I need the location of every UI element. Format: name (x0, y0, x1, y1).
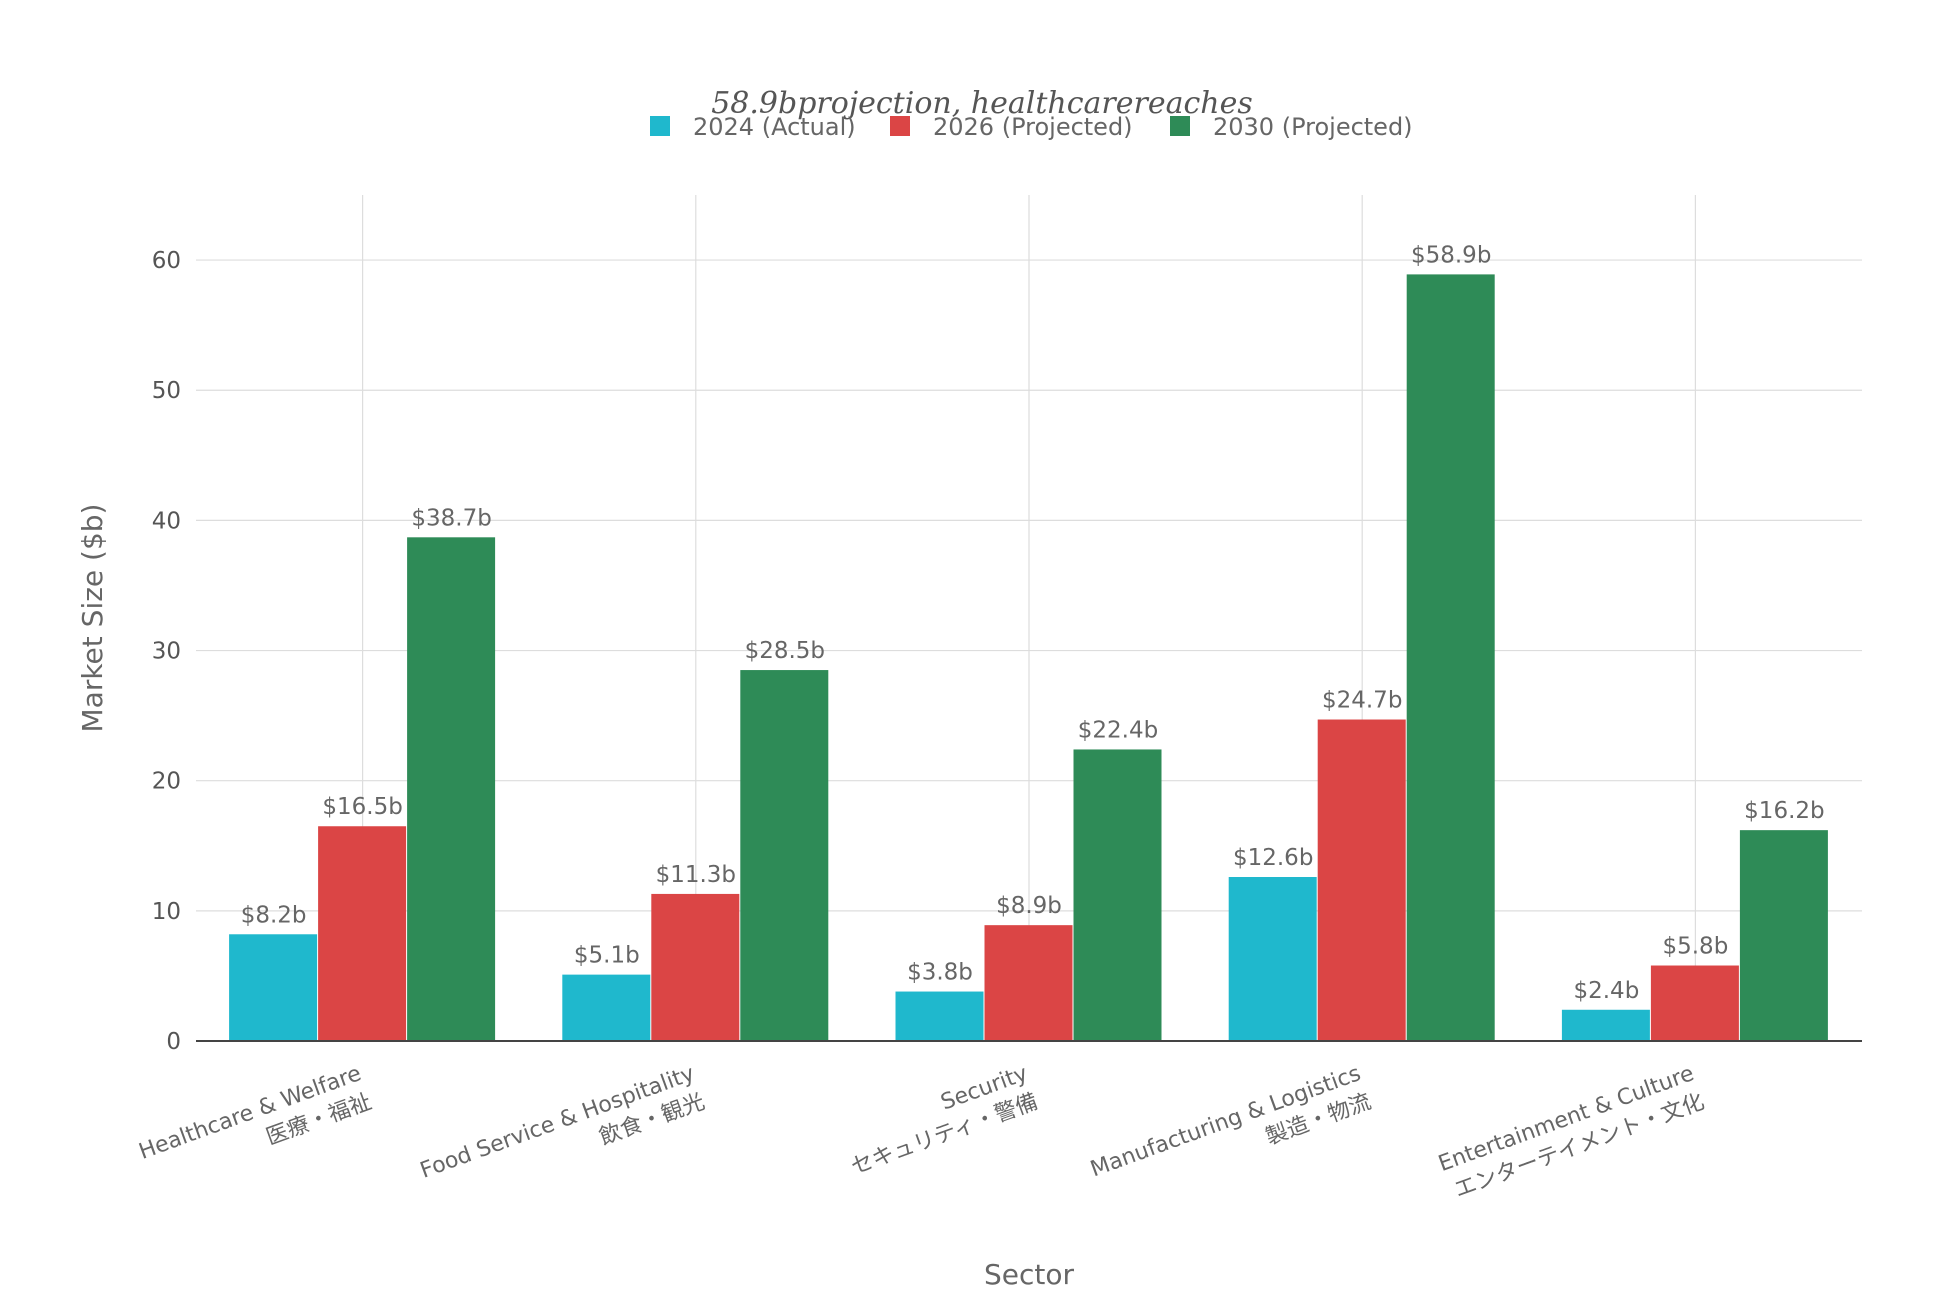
legend-label: 2026 (Projected) (933, 113, 1133, 141)
bar (407, 537, 496, 1041)
data-label: $2.4b (1573, 978, 1639, 1004)
data-label: $28.5b (745, 638, 825, 664)
legend-label: 2024 (Actual) (693, 113, 856, 141)
bar (740, 670, 829, 1041)
bar (895, 991, 984, 1041)
bar (1317, 719, 1406, 1041)
y-tick-label: 20 (152, 769, 181, 795)
data-label: $5.8b (1662, 934, 1728, 960)
bar (318, 826, 407, 1041)
data-label: $16.5b (322, 794, 402, 820)
data-label: $24.7b (1322, 688, 1402, 714)
bar (1739, 830, 1828, 1041)
data-label: $11.3b (656, 862, 736, 888)
y-axis-title: Market Size ($b) (76, 504, 109, 733)
bar (562, 974, 651, 1041)
legend-swatch (890, 116, 910, 136)
legend-label: 2030 (Projected) (1213, 113, 1413, 141)
x-tick-label: Manufacturing & Logistics製造・物流 (1087, 1061, 1374, 1210)
bar (1561, 1009, 1650, 1041)
data-label: $8.2b (241, 902, 307, 928)
bars (229, 274, 1828, 1041)
y-tick-label: 0 (166, 1029, 181, 1055)
data-label: $16.2b (1744, 798, 1824, 824)
x-tick-label: Entertainment & Cultureエンターテイメント・文化 (1435, 1061, 1708, 1205)
data-labels: $8.2b $5.1b $3.8b $12.6b $2.4b $16.5b $11.3b $8… (241, 242, 1825, 1003)
legend-swatch (1170, 116, 1190, 136)
data-label: $22.4b (1078, 717, 1158, 743)
bar (1650, 965, 1739, 1041)
data-label: $12.6b (1233, 845, 1313, 871)
x-axis-ticks: Healthcare & Welfare医療・福祉 Food Service & … (136, 1061, 1708, 1212)
y-tick-label: 10 (152, 899, 181, 925)
y-tick-label: 40 (152, 508, 181, 534)
data-label: $5.1b (574, 943, 640, 969)
bar (984, 925, 1073, 1041)
bar (1073, 749, 1162, 1041)
x-tick-label: Securityセキュリティ・警備 (838, 1061, 1042, 1180)
data-label: $58.9b (1411, 242, 1491, 268)
x-axis-title: Sector (984, 1258, 1075, 1291)
data-label: $8.9b (996, 893, 1062, 919)
chart-title: 58.9bprojection, healthcarereaches (711, 86, 1253, 121)
bar (1228, 877, 1317, 1041)
legend-swatch (650, 116, 670, 136)
y-tick-label: 50 (152, 378, 181, 404)
x-tick-label: Healthcare & Welfare医療・福祉 (136, 1061, 375, 1193)
bar (651, 893, 740, 1041)
bar (1406, 274, 1495, 1041)
data-label: $38.7b (411, 505, 491, 531)
bar (229, 934, 318, 1041)
y-axis-ticks: 0 10 20 30 40 50 60 (152, 248, 181, 1055)
data-label: $3.8b (907, 960, 973, 986)
x-tick-label: Food Service & Hospitality飲食・観光 (417, 1061, 708, 1212)
y-tick-label: 60 (152, 248, 181, 274)
y-tick-label: 30 (152, 639, 181, 665)
legend: 2024 (Actual) 2026 (Projected) 2030 (Proje… (650, 113, 1413, 141)
